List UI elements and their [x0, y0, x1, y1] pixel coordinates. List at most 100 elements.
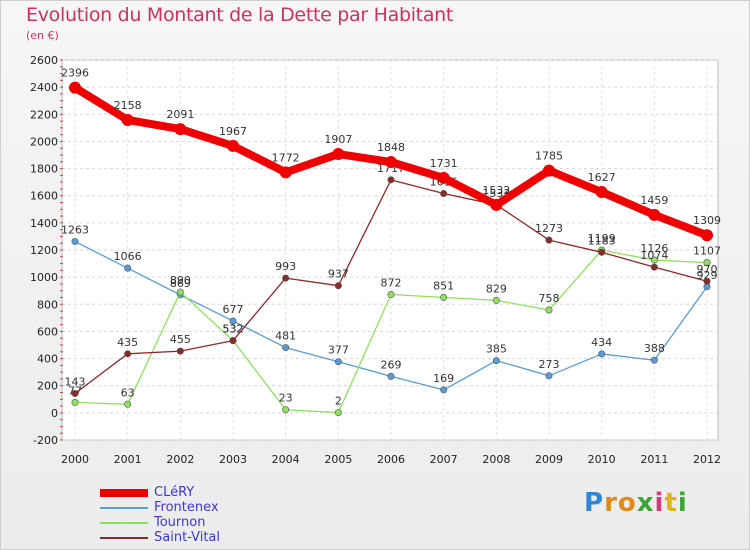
y-tick-label: 1000: [30, 271, 58, 284]
data-label: 455: [170, 333, 191, 346]
logo-letter: o: [617, 488, 637, 518]
data-point: [545, 306, 553, 314]
proxiti-logo: Proxiti: [584, 488, 688, 518]
y-tick-label: 1400: [30, 217, 58, 230]
data-point: [387, 291, 395, 299]
data-label: 970: [697, 263, 718, 276]
x-tick-label: 2006: [377, 453, 405, 466]
data-label: 1627: [588, 171, 616, 184]
logo-letter: i: [654, 488, 665, 518]
data-label: 2: [335, 395, 342, 408]
data-label: 385: [486, 343, 507, 356]
x-tick-label: 2002: [166, 453, 194, 466]
data-point: [703, 259, 711, 267]
data-label: 677: [223, 303, 244, 316]
x-tick-label: 2008: [482, 453, 510, 466]
legend-swatch: [100, 537, 148, 539]
y-tick-label: 600: [37, 325, 58, 338]
y-tick-label: -200: [33, 434, 58, 447]
legend-label: CLéRY: [154, 485, 195, 500]
chart-title: Evolution du Montant de la Dette par Hab…: [26, 4, 454, 26]
data-point: [229, 317, 237, 325]
x-tick-label: 2010: [588, 453, 616, 466]
data-label: 2091: [166, 108, 194, 121]
logo-letter: i: [677, 488, 688, 518]
y-tick-label: 400: [37, 353, 58, 366]
data-label: 1309: [693, 214, 721, 227]
data-label: 851: [433, 279, 454, 292]
data-label: 1107: [693, 245, 721, 258]
data-point: [598, 350, 606, 358]
data-point: [492, 296, 500, 304]
legend-swatch: [100, 507, 148, 509]
data-point: [121, 113, 134, 126]
data-point: [701, 229, 713, 242]
legend-swatch: [100, 522, 148, 524]
data-label: 269: [381, 358, 402, 371]
data-point: [282, 274, 290, 282]
data-label: 872: [381, 277, 402, 290]
x-tick-label: 2003: [219, 453, 247, 466]
x-tick-label: 2007: [430, 453, 458, 466]
data-point: [440, 386, 448, 394]
data-label: 829: [486, 282, 507, 295]
data-label: 1532: [482, 184, 510, 197]
data-point: [440, 190, 448, 198]
legend-label: Saint-Vital: [154, 530, 220, 545]
data-label: 63: [121, 386, 135, 399]
data-label: 993: [275, 260, 296, 273]
data-point: [124, 264, 132, 272]
data-label: 1199: [588, 232, 616, 245]
data-point: [332, 148, 345, 161]
data-point: [282, 344, 290, 352]
data-point: [124, 350, 132, 358]
x-tick-label: 2001: [114, 453, 142, 466]
legend-swatch: [100, 489, 148, 497]
data-label: 532: [223, 323, 244, 336]
data-label: 1785: [535, 150, 563, 163]
y-tick-label: 0: [51, 407, 58, 420]
data-point: [282, 406, 290, 414]
data-point: [543, 164, 555, 177]
data-label: 890: [170, 274, 191, 287]
data-point: [385, 156, 397, 169]
data-point: [124, 400, 132, 408]
data-point: [650, 263, 658, 271]
data-label: 532: [223, 323, 244, 336]
data-point: [545, 372, 553, 380]
data-point: [650, 356, 658, 364]
y-tick-label: 1600: [30, 190, 58, 203]
data-label: 23: [279, 392, 293, 405]
data-label: 434: [591, 336, 612, 349]
data-label: 1772: [272, 151, 300, 164]
data-point: [229, 337, 237, 345]
data-point: [279, 166, 292, 179]
data-point: [174, 123, 187, 136]
data-label: 1459: [640, 194, 668, 207]
data-point: [387, 372, 395, 380]
chart-unit: (en €): [26, 29, 59, 42]
logo-letter: t: [664, 488, 678, 518]
legend-label: Frontenex: [154, 500, 219, 515]
data-point: [71, 237, 79, 245]
data-label: 2158: [114, 99, 142, 112]
data-label: 929: [697, 269, 718, 282]
data-label: 869: [170, 277, 191, 290]
data-label: 481: [275, 330, 296, 343]
data-point: [545, 236, 553, 244]
data-label: 1263: [61, 223, 89, 236]
data-label: 273: [539, 358, 560, 371]
data-point: [387, 176, 395, 184]
data-point: [69, 81, 81, 94]
y-tick-label: 2200: [30, 108, 58, 121]
data-label: 2396: [61, 67, 89, 80]
data-label: 1907: [324, 133, 352, 146]
data-point: [176, 288, 184, 296]
data-point: [71, 389, 79, 397]
data-label: 937: [328, 268, 349, 281]
data-point: [71, 398, 79, 406]
data-point: [440, 293, 448, 301]
data-point: [334, 409, 342, 417]
data-label: 377: [328, 344, 349, 357]
data-point: [227, 139, 239, 152]
